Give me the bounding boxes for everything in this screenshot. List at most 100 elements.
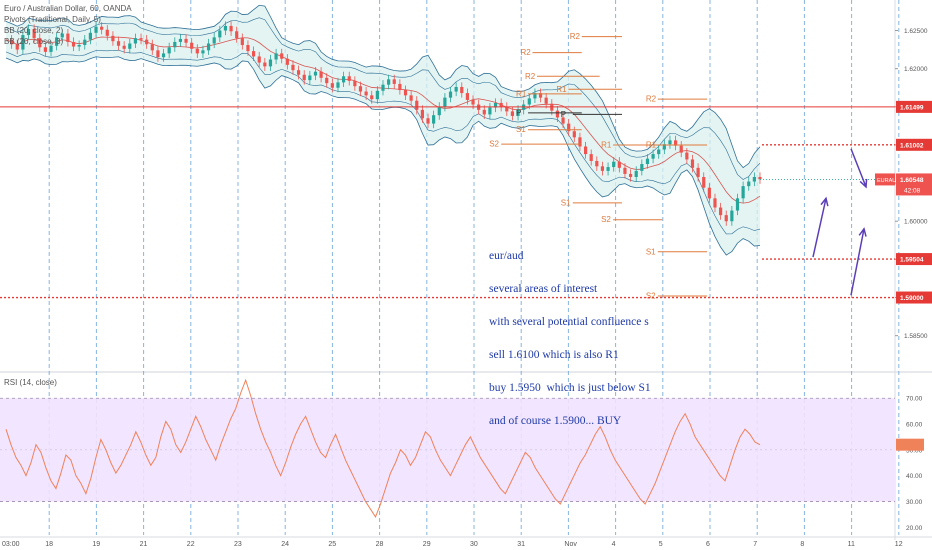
candle-body bbox=[555, 110, 560, 118]
candle-body bbox=[544, 97, 548, 104]
candle-body bbox=[415, 100, 419, 110]
candle-body bbox=[747, 181, 751, 187]
y-tick-label: 1.60000 bbox=[904, 219, 928, 226]
bb2-label: BB (20, close, 3) bbox=[4, 37, 64, 46]
candle-body bbox=[342, 76, 346, 83]
candle-body bbox=[606, 167, 610, 171]
candle-body bbox=[291, 64, 295, 71]
rsi-tick-label: 40.00 bbox=[906, 473, 923, 480]
candle-body bbox=[156, 50, 160, 58]
annotation-note: eur/aud several areas of interest with s… bbox=[489, 229, 659, 438]
candle-body bbox=[111, 35, 115, 42]
x-tick-label: 11 bbox=[848, 541, 855, 548]
candle-body bbox=[83, 39, 87, 46]
candle-body bbox=[55, 37, 59, 46]
x-tick-label: 30 bbox=[470, 541, 478, 548]
candle-body bbox=[527, 98, 531, 105]
note-line: several areas of interest bbox=[489, 283, 598, 295]
candle-body bbox=[617, 161, 621, 168]
candle-body bbox=[139, 38, 143, 40]
y-tick-label: 1.58500 bbox=[904, 333, 928, 340]
last-price-tag bbox=[896, 173, 932, 196]
x-tick-label: 4 bbox=[612, 541, 616, 548]
candle-body bbox=[651, 154, 655, 159]
candle-body bbox=[488, 107, 492, 115]
candle-body bbox=[94, 26, 98, 33]
candle-body bbox=[122, 45, 126, 49]
candle-body bbox=[274, 53, 278, 60]
arrow-head bbox=[859, 178, 868, 189]
x-tick-label: 28 bbox=[376, 541, 384, 548]
pivot-label: S2 bbox=[601, 215, 611, 224]
candle-body bbox=[454, 86, 458, 92]
symbol-tag bbox=[875, 173, 895, 186]
candle-body bbox=[370, 95, 374, 100]
candle-body bbox=[161, 53, 166, 58]
candle-body bbox=[403, 90, 408, 96]
countdown-text: 42:08 bbox=[904, 187, 921, 194]
price-level-text: 1.61499 bbox=[900, 104, 924, 111]
candle-body bbox=[347, 76, 351, 81]
note-line: with several potential confluence s bbox=[489, 316, 649, 328]
candle-body bbox=[77, 45, 81, 47]
candle-body bbox=[724, 215, 728, 222]
candle-body bbox=[426, 118, 430, 124]
candle-body bbox=[758, 176, 762, 180]
candle-body bbox=[240, 38, 244, 46]
candle-body bbox=[713, 198, 717, 208]
rsi-value-tag bbox=[896, 438, 924, 451]
candle-body bbox=[538, 93, 543, 98]
pivot-label: S1 bbox=[516, 125, 526, 134]
candle-body bbox=[280, 53, 284, 59]
candle-body bbox=[268, 59, 273, 67]
x-tick-label: 8 bbox=[800, 541, 804, 548]
candle-body bbox=[195, 48, 199, 54]
candle-body bbox=[493, 102, 498, 108]
pivot-label: R2 bbox=[525, 72, 536, 81]
candle-body bbox=[392, 79, 396, 84]
candle-body bbox=[482, 109, 486, 115]
candle-body bbox=[21, 35, 25, 50]
note-line: buy 1.5950 which is just below S1 bbox=[489, 382, 651, 394]
candle-body bbox=[381, 84, 385, 91]
pivot-label: R1 bbox=[646, 140, 657, 149]
price-level-text: 1.59504 bbox=[900, 257, 924, 264]
pivot-label: R2 bbox=[521, 48, 532, 57]
rsi-tick-label: 60.00 bbox=[906, 422, 923, 429]
candle-body bbox=[719, 207, 723, 216]
candle-body bbox=[673, 140, 678, 146]
candle-body bbox=[432, 115, 436, 124]
candle-body bbox=[184, 38, 188, 43]
bb1-label: BB (20, close, 2) bbox=[4, 26, 64, 35]
candle-body bbox=[32, 28, 36, 39]
candle-body bbox=[561, 117, 565, 124]
pivot-label: P bbox=[561, 110, 566, 119]
candle-body bbox=[71, 41, 76, 47]
candle-body bbox=[375, 90, 379, 100]
candle-body bbox=[533, 93, 537, 99]
trade-arrow bbox=[812, 198, 827, 258]
candle-body bbox=[150, 44, 154, 51]
arrow-head bbox=[820, 196, 829, 207]
bollinger-fill bbox=[6, 5, 760, 256]
x-tick-label: 19 bbox=[92, 541, 100, 548]
candle-body bbox=[66, 33, 70, 42]
x-tick-label: 23 bbox=[234, 541, 242, 548]
candle-body bbox=[730, 210, 734, 222]
pivot-label: R2 bbox=[570, 32, 581, 41]
candle-body bbox=[218, 30, 222, 38]
candle-body bbox=[128, 43, 132, 49]
candle-body bbox=[325, 77, 329, 84]
pivot-label: S1 bbox=[561, 198, 571, 207]
trade-arrow bbox=[850, 228, 865, 296]
candle-body bbox=[628, 173, 633, 177]
candle-body bbox=[443, 97, 447, 107]
candle-body bbox=[43, 47, 47, 52]
candle-body bbox=[60, 33, 64, 38]
candle-body bbox=[752, 176, 756, 182]
candle-body bbox=[313, 71, 318, 76]
pivot-label: R2 bbox=[646, 95, 657, 104]
candle-body bbox=[634, 170, 638, 177]
candle-body bbox=[201, 50, 205, 54]
